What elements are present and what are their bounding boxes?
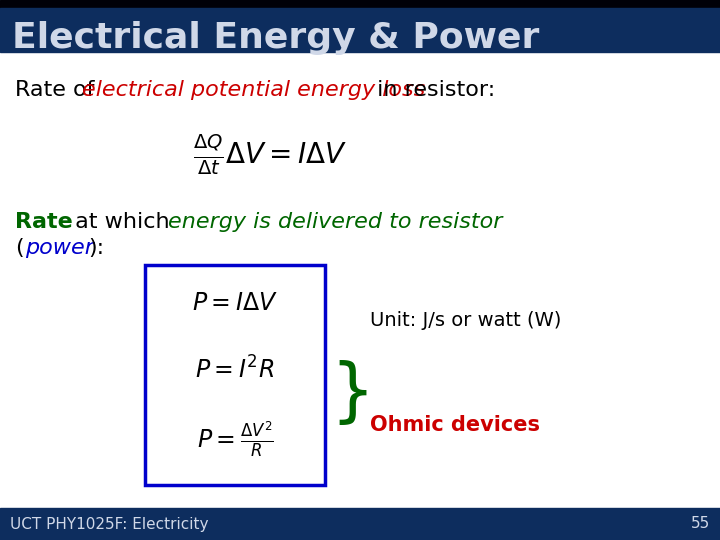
- Text: energy is delivered to resistor: energy is delivered to resistor: [168, 212, 503, 232]
- Text: $P = I\Delta V$: $P = I\Delta V$: [192, 292, 278, 314]
- Text: Unit: J/s or watt (W): Unit: J/s or watt (W): [370, 310, 562, 329]
- Text: Ohmic devices: Ohmic devices: [370, 415, 540, 435]
- Bar: [0, 508, 720, 540]
- Text: Rate of: Rate of: [15, 80, 102, 100]
- Text: electrical potential energy loss: electrical potential energy loss: [82, 80, 426, 100]
- Text: $\frac{\Delta Q}{\Delta t}\Delta V = I\Delta V$: $\frac{\Delta Q}{\Delta t}\Delta V = I\D…: [193, 132, 347, 178]
- Text: $P = \frac{\Delta V^2}{R}$: $P = \frac{\Delta V^2}{R}$: [197, 420, 274, 460]
- Text: power: power: [25, 238, 94, 258]
- Text: (: (: [15, 238, 24, 258]
- Text: in resistor:: in resistor:: [370, 80, 495, 100]
- Text: $P = I^2 R$: $P = I^2 R$: [195, 356, 274, 383]
- Text: at which: at which: [68, 212, 176, 232]
- Text: Rate: Rate: [15, 212, 73, 232]
- Bar: [145, 265, 325, 485]
- Text: $\}$: $\}$: [330, 358, 367, 427]
- Text: UCT PHY1025F: Electricity: UCT PHY1025F: Electricity: [10, 516, 209, 531]
- Bar: [0, 0, 720, 8]
- Bar: [0, 8, 720, 52]
- Text: ):: ):: [88, 238, 104, 258]
- Text: 55: 55: [690, 516, 710, 531]
- Text: Electrical Energy & Power: Electrical Energy & Power: [12, 21, 539, 55]
